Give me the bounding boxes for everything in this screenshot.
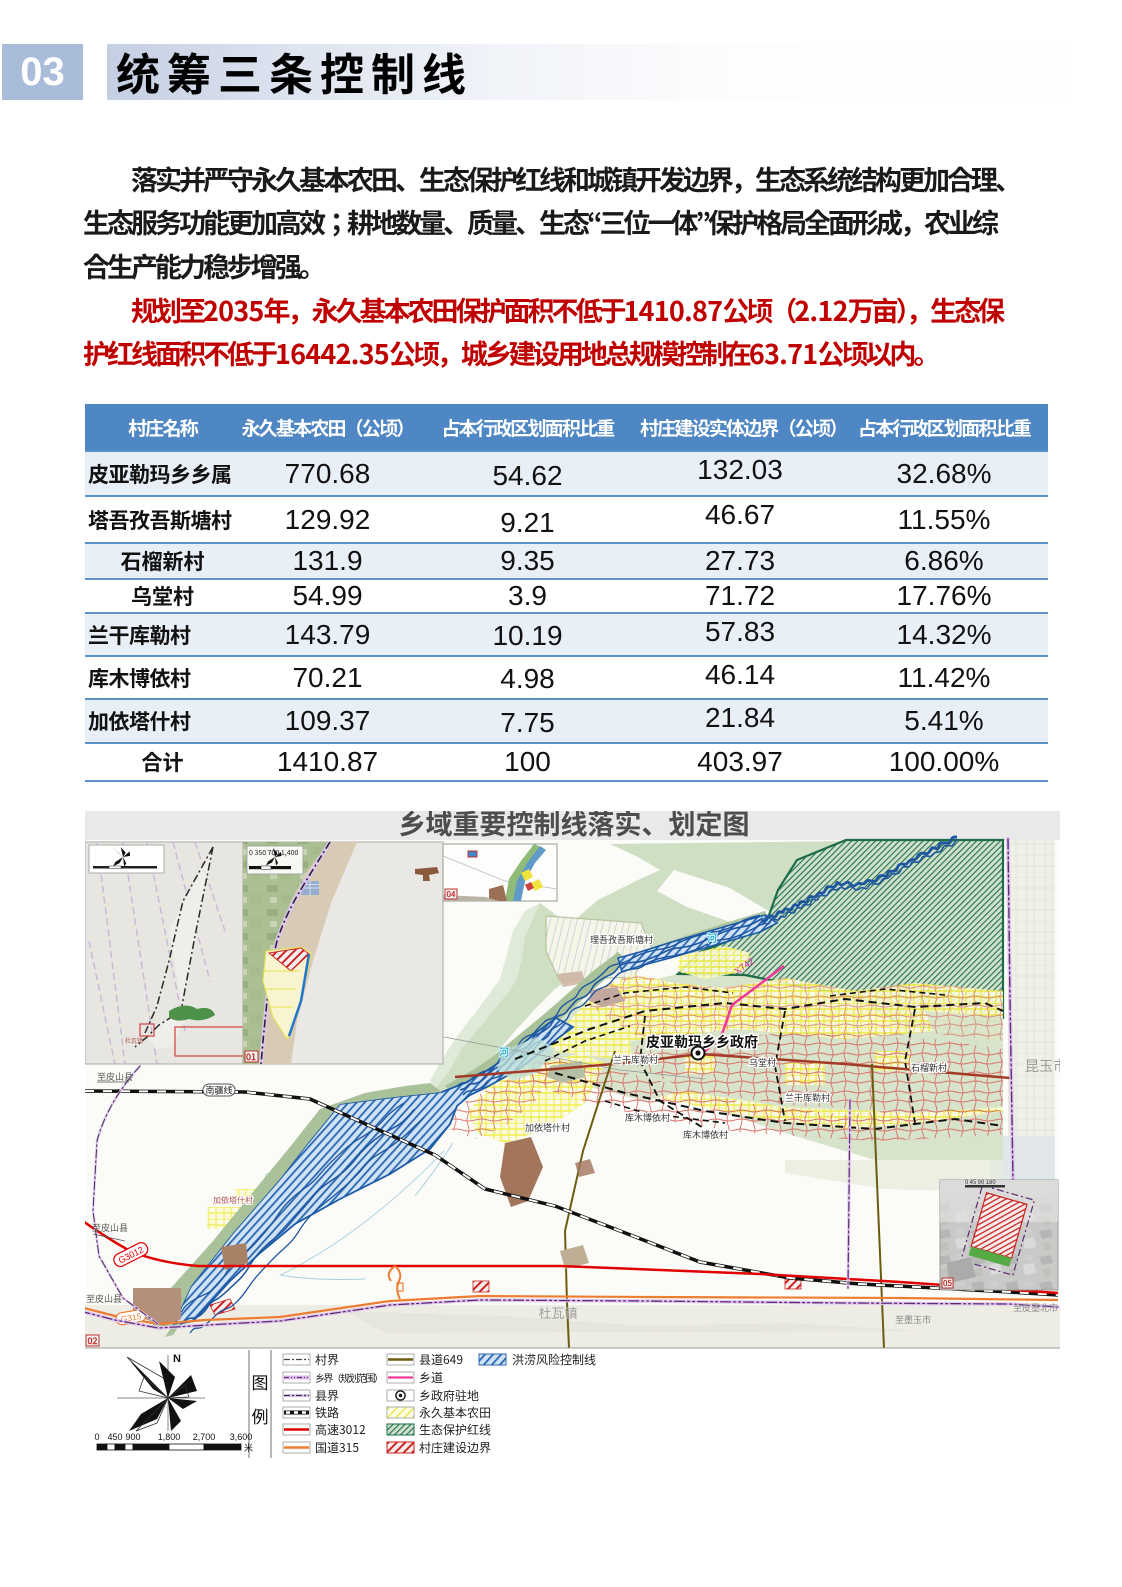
svg-text:05: 05 <box>943 1278 952 1289</box>
svg-text:铁路: 铁路 <box>315 1404 339 1421</box>
svg-text:村庄建设边界: 村庄建设边界 <box>419 1439 491 1456</box>
svg-text:库木博依村: 库木博依村 <box>683 1128 728 1141</box>
svg-text:3,600: 3,600 <box>230 1432 253 1442</box>
svg-text:县道649: 县道649 <box>419 1351 463 1368</box>
svg-text:2,700: 2,700 <box>193 1432 216 1442</box>
svg-text:例: 例 <box>252 1403 269 1428</box>
svg-text:乌堂村: 乌堂村 <box>749 1056 776 1069</box>
svg-text:乡道: 乡道 <box>419 1369 443 1386</box>
svg-text:高速3012: 高速3012 <box>315 1421 366 1438</box>
svg-text:0 350 700 1,400: 0 350 700 1,400 <box>249 848 298 858</box>
svg-text:永久基本农田: 永久基本农田 <box>419 1404 491 1421</box>
svg-text:兰干库勒村: 兰干库勒村 <box>613 1053 658 1066</box>
svg-text:至皮山县: 至皮山县 <box>86 1292 122 1305</box>
svg-text:乡政府驻地: 乡政府驻地 <box>419 1387 479 1404</box>
svg-text:N: N <box>173 1353 181 1365</box>
svg-text:河: 河 <box>499 1044 509 1059</box>
svg-text:生态保护红线: 生态保护红线 <box>419 1421 491 1438</box>
svg-text:乡界（规划范围）: 乡界（规划范围） <box>315 1370 382 1385</box>
svg-text:0 45 90 180: 0 45 90 180 <box>965 1177 996 1186</box>
svg-text:河: 河 <box>707 930 717 945</box>
svg-text:皮亚勒玛乡乡政府: 皮亚勒玛乡乡政府 <box>646 1032 758 1052</box>
svg-text:米: 米 <box>244 1441 253 1454</box>
svg-text:南疆线: 南疆线 <box>205 1084 232 1097</box>
svg-text:0: 0 <box>94 1432 99 1442</box>
svg-text:库木博依村: 库木博依村 <box>625 1111 670 1124</box>
svg-text:加依塔什村: 加依塔什村 <box>525 1121 570 1134</box>
svg-text:县界: 县界 <box>315 1387 339 1404</box>
svg-text:国道315: 国道315 <box>315 1439 359 1456</box>
svg-text:理吾孜吾斯塘村: 理吾孜吾斯塘村 <box>590 933 653 946</box>
svg-text:1,800: 1,800 <box>158 1432 181 1442</box>
svg-text:900: 900 <box>125 1432 140 1442</box>
svg-text:加依塔什村: 加依塔什村 <box>213 1195 253 1206</box>
svg-text:杜瓦镇: 杜瓦镇 <box>538 1303 577 1322</box>
svg-text:02: 02 <box>88 1334 98 1347</box>
svg-text:图: 图 <box>252 1369 269 1394</box>
svg-text:450: 450 <box>107 1432 122 1442</box>
svg-text:至皮山县: 至皮山县 <box>92 1221 128 1234</box>
svg-text:01: 01 <box>246 1050 256 1063</box>
svg-text:04: 04 <box>447 889 456 900</box>
svg-text:至皮墨北市: 至皮墨北市 <box>1013 1301 1058 1314</box>
svg-text:洪涝风险控制线: 洪涝风险控制线 <box>512 1351 596 1368</box>
svg-text:昆玉市: 昆玉市 <box>1025 1056 1060 1076</box>
svg-text:乡域重要控制线落实、划定图: 乡域重要控制线落实、划定图 <box>399 811 750 842</box>
svg-text:兰干库勒村: 兰干库勒村 <box>785 1091 830 1104</box>
svg-text:至墨玉市: 至墨玉市 <box>895 1313 931 1326</box>
svg-text:至皮山县: 至皮山县 <box>97 1070 133 1083</box>
svg-text:村界: 村界 <box>315 1351 339 1368</box>
svg-text:石榴新村: 石榴新村 <box>911 1061 947 1074</box>
svg-text:杜瓦镇: 杜瓦镇 <box>125 1036 143 1045</box>
